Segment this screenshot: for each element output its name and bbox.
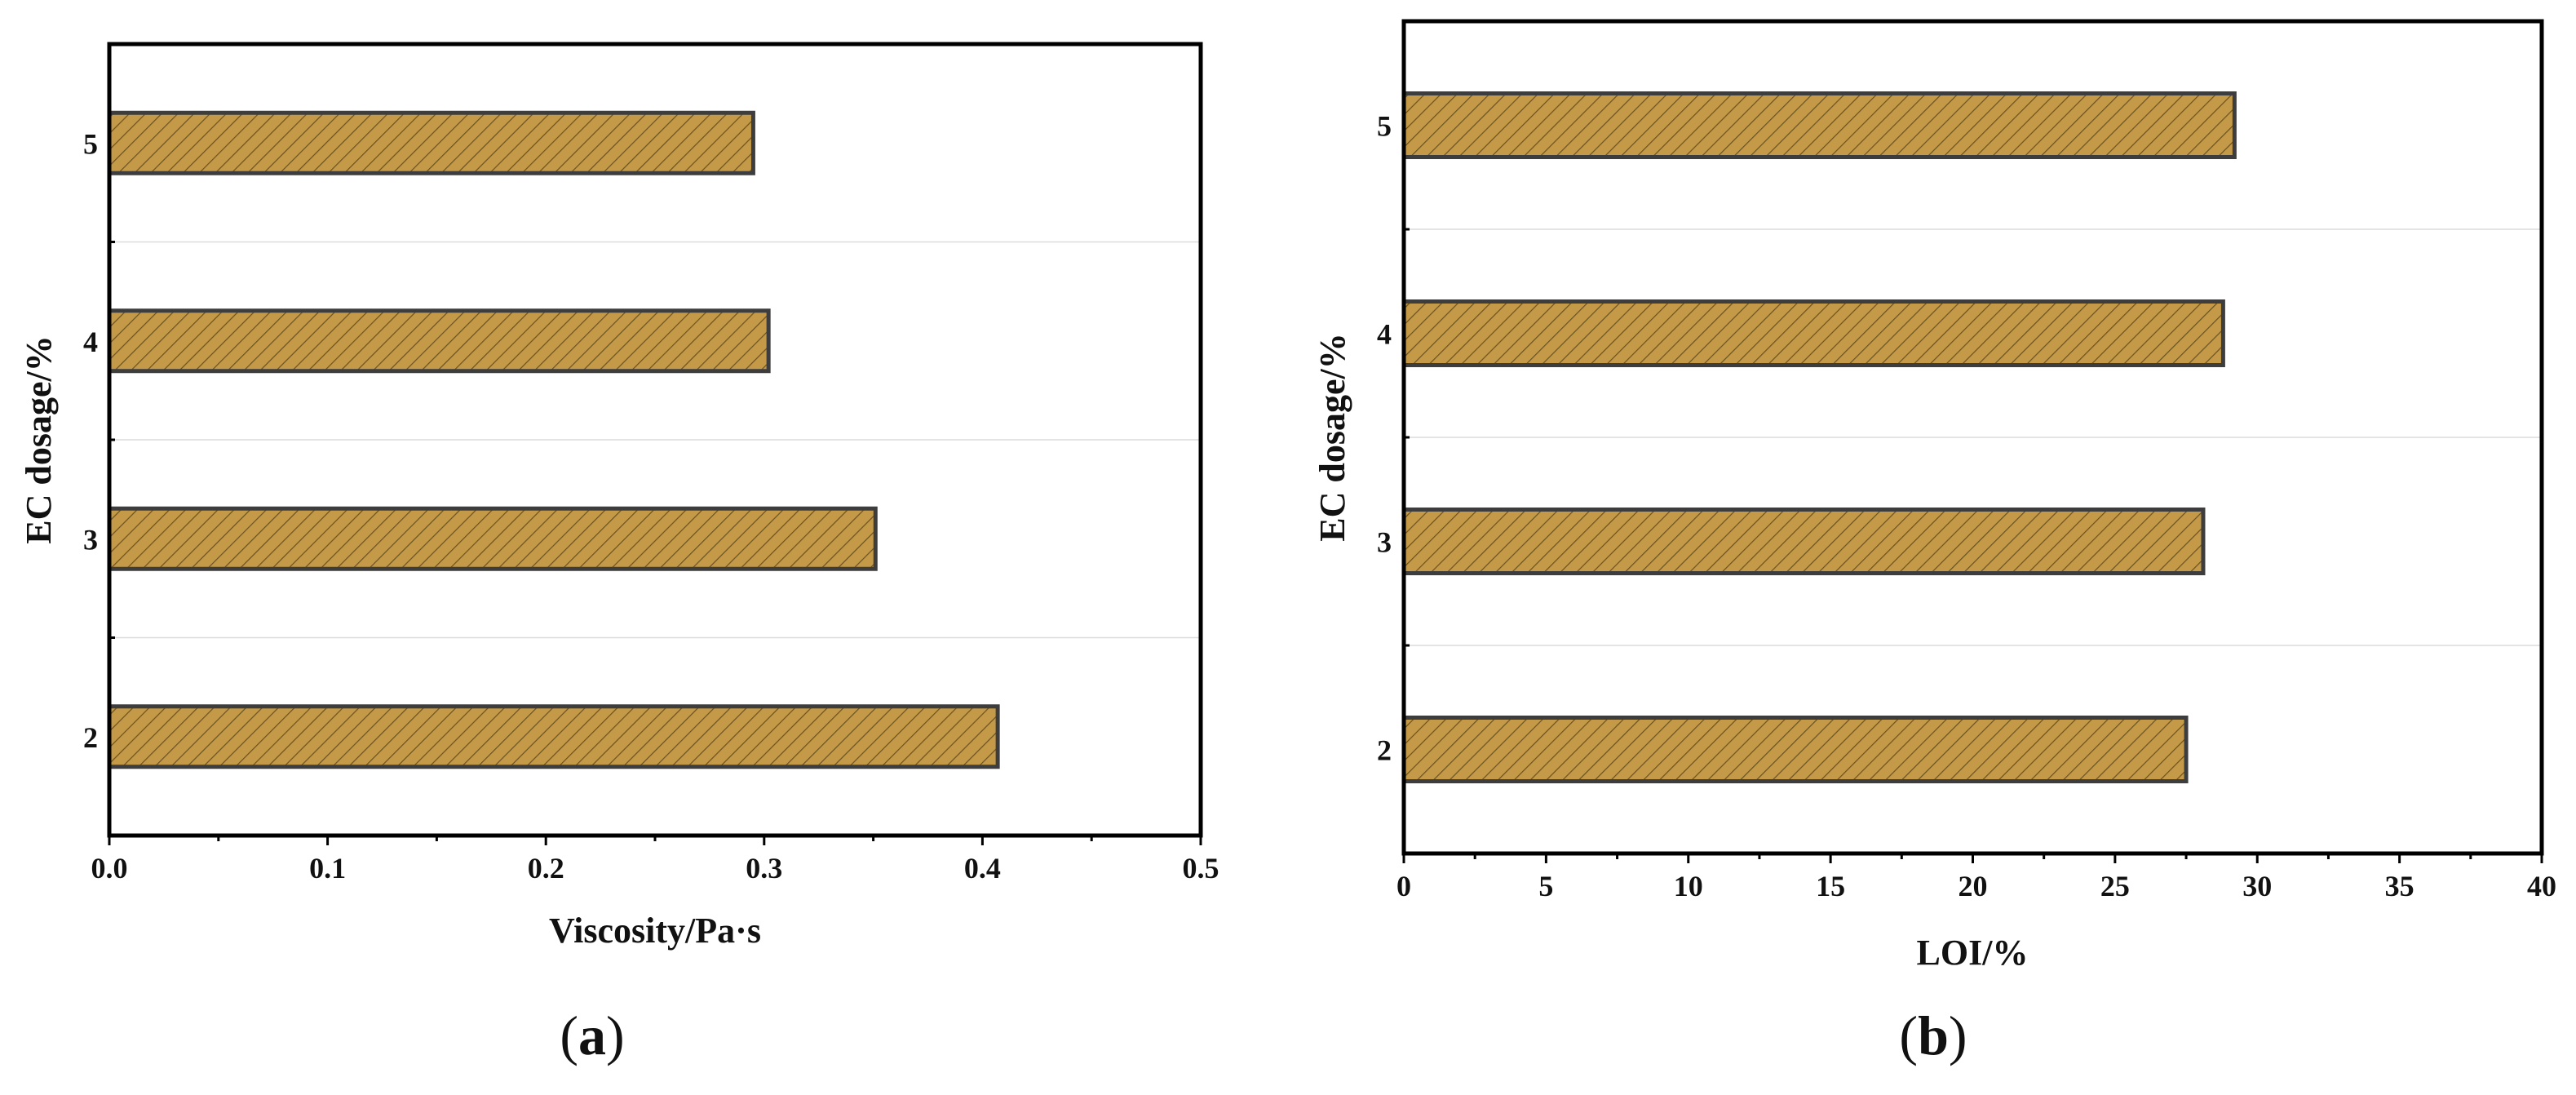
bar-3 xyxy=(107,506,878,571)
y-axis-title-b: EC dosage/% xyxy=(1312,333,1352,541)
x-tick-label: 40 xyxy=(2527,870,2556,902)
y-ticks-b: 2 3 4 5 xyxy=(1377,110,1410,767)
x-axis-title-b: LOI/% xyxy=(1917,933,2029,973)
x-tick-label: 0.4 xyxy=(964,852,1001,884)
bar-3 xyxy=(1401,508,2206,575)
y-tick-label: 3 xyxy=(1377,526,1392,559)
panel-label-b: (b) xyxy=(1899,1004,1967,1066)
bar-2 xyxy=(1401,716,2189,783)
x-tick-label: 0.3 xyxy=(746,852,782,884)
x-axis-title-a: Viscosity/Pa·s xyxy=(549,911,761,951)
panel-label-a: (a) xyxy=(560,1004,624,1066)
x-tick-label: 15 xyxy=(1816,870,1845,902)
x-ticks-a: 0.0 0.1 0.2 0.3 0.4 0.5 xyxy=(91,836,1219,884)
y-axis-title-a: EC dosage/% xyxy=(19,335,59,543)
grid-lines-a xyxy=(109,241,1201,639)
x-ticks-b: 0 5 10 15 20 25 30 35 40 xyxy=(1396,853,2556,902)
y-tick-label: 5 xyxy=(83,127,98,160)
x-tick-label: 35 xyxy=(2385,870,2414,902)
x-tick-label: 5 xyxy=(1538,870,1553,902)
bar-4 xyxy=(1401,299,2225,367)
bar-2 xyxy=(107,704,1000,769)
x-tick-label: 0.0 xyxy=(91,852,128,884)
y-tick-label: 2 xyxy=(83,721,98,754)
x-tick-label: 0 xyxy=(1396,870,1411,902)
y-tick-label: 5 xyxy=(1377,110,1392,143)
x-tick-label: 10 xyxy=(1674,870,1703,902)
x-tick-label: 0.1 xyxy=(309,852,346,884)
y-ticks-a: 2 3 4 5 xyxy=(83,127,115,754)
y-tick-label: 3 xyxy=(83,523,98,556)
x-tick-label: 25 xyxy=(2100,870,2130,902)
x-tick-label: 0.5 xyxy=(1183,852,1219,884)
bars-b xyxy=(1401,91,2237,783)
grid-lines-b xyxy=(1404,228,2542,646)
y-tick-label: 4 xyxy=(1377,318,1392,351)
chart-panel-a: 0.0 0.1 0.2 0.3 0.4 0.5 2 3 4 5 Viscosity/Pa·s E… xyxy=(19,42,1219,1066)
y-tick-label: 2 xyxy=(1377,734,1392,767)
y-tick-label: 4 xyxy=(83,326,98,358)
bar-5 xyxy=(107,110,755,175)
x-tick-label: 20 xyxy=(1959,870,1988,902)
bar-4 xyxy=(107,308,771,374)
x-tick-label: 30 xyxy=(2242,870,2272,902)
bar-5 xyxy=(1401,91,2237,159)
x-tick-label: 0.2 xyxy=(528,852,564,884)
bars-a xyxy=(107,110,1000,769)
